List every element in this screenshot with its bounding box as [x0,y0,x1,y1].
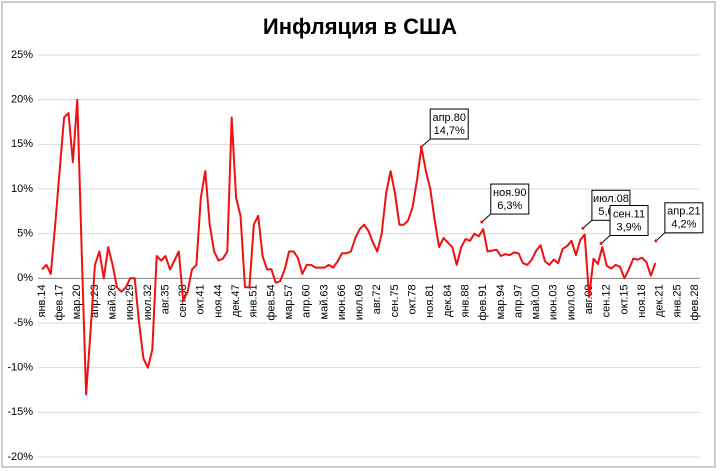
x-tick-label: мар.20 [71,284,83,319]
x-tick-label: фев.17 [54,284,66,320]
annotation: сен.113,9% [599,204,649,245]
y-tick-label: -5% [13,317,33,329]
annotation-value: 3,9% [616,221,641,233]
annotation-date: ноя.90 [493,187,526,199]
annotation-pointer [600,235,611,244]
x-tick-label: дек.47 [230,284,242,317]
x-tick-label: май.00 [530,284,542,319]
annotation-value: 14,7% [434,125,465,137]
annotation-pointer [582,219,593,229]
y-tick-label: 5% [17,228,33,240]
x-tick-label: ноя.44 [212,284,224,317]
x-tick-label: июл.69 [354,284,366,320]
x-tick-label: авг.72 [371,284,383,314]
x-tick-label: май.26 [107,284,119,319]
annotation-value: 4,2% [671,219,696,231]
x-tick-label: июн.29 [124,284,136,320]
y-tick-label: -10% [7,362,33,374]
annotation-box [490,183,530,215]
x-tick-label: янв.14 [36,284,48,317]
annotation: апр.214,2% [654,202,704,243]
x-tick-label: окт.15 [618,284,630,314]
y-tick-label: 15% [11,138,33,150]
x-tick-label: мар.94 [495,284,507,319]
annotation: ноя.906,3% [480,183,530,224]
y-tick-label: 20% [11,94,33,106]
annotation-date: апр.21 [667,206,700,218]
x-tick-label: ноя.18 [636,284,648,317]
x-tick-label: апр.97 [512,284,524,317]
x-tick-label: окт.41 [195,284,207,314]
x-tick-label: фев.54 [265,284,277,320]
x-tick-label: май.63 [318,284,330,319]
x-tick-label: авг.09 [583,284,595,314]
x-tick-label: янв.51 [248,284,260,317]
annotation-box [664,202,704,234]
annotation-value: 6,3% [497,200,522,212]
x-tick-label: фев.91 [477,284,489,320]
x-tick-label: фев.28 [689,284,701,320]
x-tick-label: окт.78 [407,284,419,314]
x-tick-label: июн.03 [548,284,560,320]
annotation-box [429,108,469,140]
y-tick-label: -15% [7,406,33,418]
x-tick-label: июл.32 [142,284,154,320]
annotation-box [609,204,649,236]
x-tick-label: ноя.81 [424,284,436,317]
y-tick-label: 0% [17,272,33,284]
y-tick-label: -20% [7,451,33,463]
annotation-pointer [481,213,492,223]
y-tick-label: 25% [11,49,33,61]
annotation-point [581,226,585,230]
annotation-point [599,241,603,245]
annotation-point [419,145,423,149]
annotation-date: июл.08 [593,193,629,205]
x-tick-label: сен.75 [389,284,401,317]
y-tick-label: 10% [11,183,33,195]
x-tick-label: дек.84 [442,284,454,317]
x-tick-label: янв.88 [459,284,471,317]
annotation-date: сен.11 [613,208,645,220]
x-tick-label: авг.35 [159,284,171,314]
annotation-pointer [655,232,666,242]
x-tick-label: апр.60 [301,284,313,317]
x-tick-label: июл.06 [565,284,577,320]
x-tick-label: апр.23 [89,284,101,317]
inflation-line [41,98,657,396]
annotation-point [480,220,484,224]
annotation-point [654,239,658,243]
chart-title: Инфляция в США [263,14,457,39]
x-tick-label: мар.57 [283,284,295,319]
x-tick-label: сен.12 [601,284,613,317]
x-tick-label: янв.25 [671,284,683,317]
annotation-date: апр.80 [432,112,465,124]
annotation-pointer [420,138,431,148]
x-tick-label: дек.21 [654,284,666,317]
x-tick-label: июн.66 [336,284,348,320]
